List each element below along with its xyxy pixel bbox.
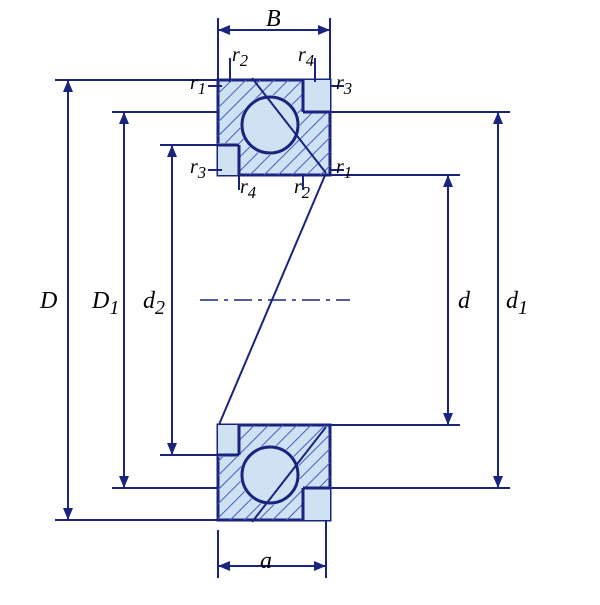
label-d1: d1 <box>506 288 528 320</box>
label-d2: d2 <box>143 288 165 320</box>
label-D1: D1 <box>92 288 119 320</box>
label-r2-br: r2 <box>294 176 310 203</box>
label-r4-bl: r4 <box>240 176 256 203</box>
label-r3-tr: r3 <box>336 72 352 99</box>
label-r2-tl: r2 <box>232 44 248 71</box>
label-D: D <box>40 288 57 315</box>
label-r3-bl: r3 <box>190 156 206 183</box>
label-d: d <box>458 288 470 315</box>
label-r1-br: r1 <box>336 156 352 183</box>
label-r4-tr: r4 <box>298 44 314 71</box>
label-r1-tl: r1 <box>190 72 206 99</box>
label-a: a <box>260 548 272 575</box>
bearing-diagram: B a D D1 d2 d d1 r1 r2 r4 r3 r3 r4 r2 r1 <box>0 0 600 600</box>
label-B: B <box>266 6 281 33</box>
